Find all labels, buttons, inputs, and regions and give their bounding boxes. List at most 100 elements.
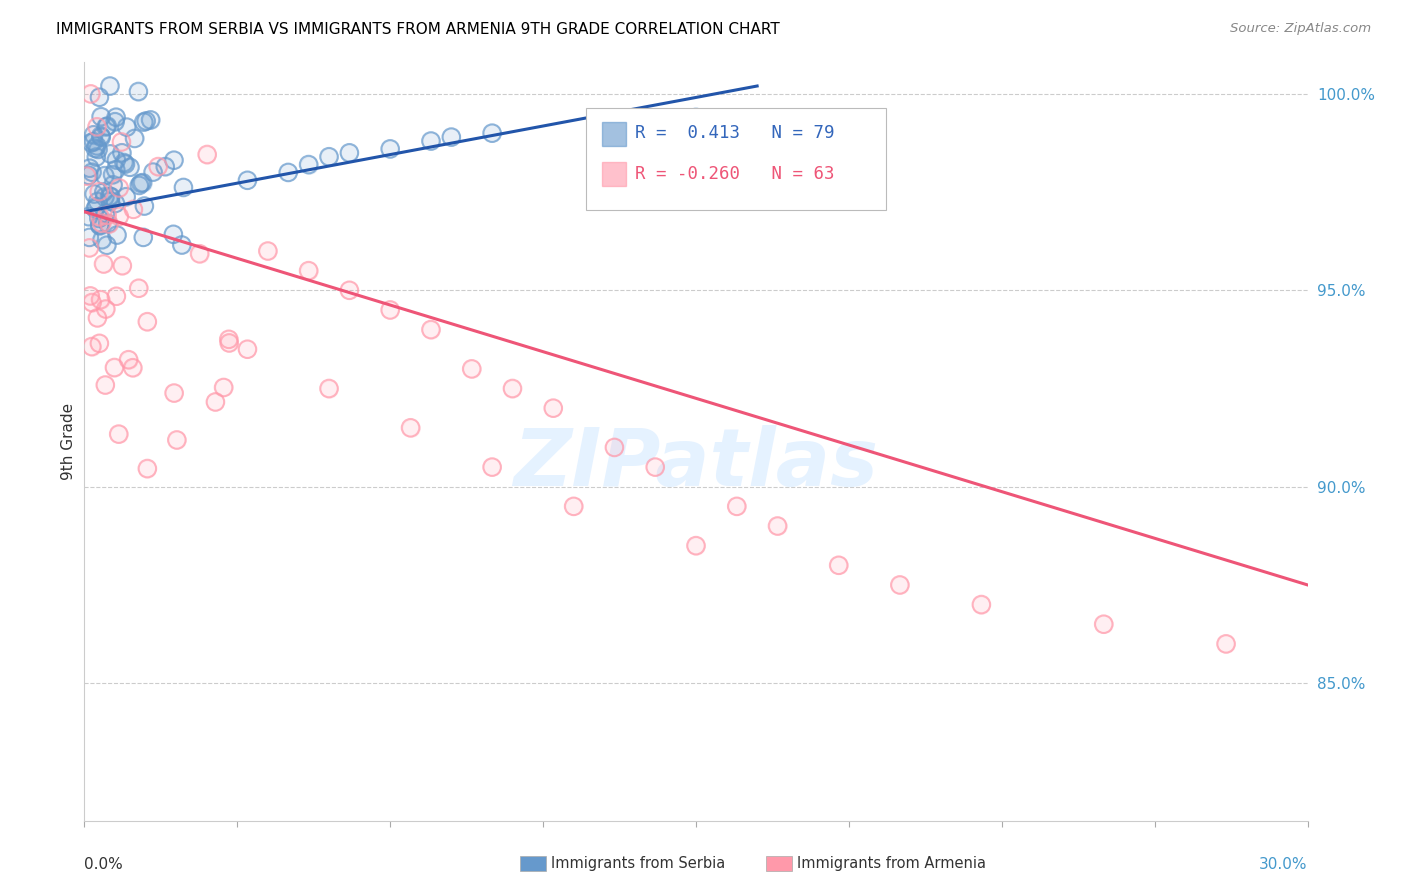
Point — [101, 168, 124, 182]
Point — [136, 461, 159, 475]
Point — [79, 241, 101, 255]
Point — [89, 185, 111, 199]
Point — [132, 115, 155, 129]
Point — [90, 130, 112, 145]
Point — [86, 120, 108, 134]
Point — [84, 141, 107, 155]
Point — [79, 230, 101, 244]
Point — [98, 146, 121, 161]
Point — [298, 263, 321, 277]
Point — [420, 134, 443, 148]
Point — [93, 257, 115, 271]
Point — [107, 427, 129, 442]
Point — [440, 130, 463, 145]
Point — [339, 283, 361, 297]
Point — [399, 421, 422, 435]
Point — [100, 189, 122, 203]
Point — [86, 120, 108, 134]
Point — [110, 135, 132, 149]
Text: 30.0%: 30.0% — [1260, 857, 1308, 872]
Point — [80, 340, 103, 354]
Point — [339, 283, 361, 297]
Point — [644, 118, 666, 132]
Point — [257, 244, 280, 258]
Point — [105, 110, 128, 124]
Point — [118, 161, 141, 175]
Point — [124, 131, 146, 145]
Point — [86, 310, 108, 325]
Point — [79, 241, 101, 255]
Point — [170, 238, 193, 252]
Point — [94, 378, 117, 392]
Point — [94, 120, 117, 134]
Point — [127, 85, 149, 99]
Point — [195, 147, 218, 161]
Point — [114, 157, 136, 171]
Point — [89, 185, 111, 199]
Point — [83, 128, 105, 142]
Point — [128, 281, 150, 295]
Point — [298, 158, 321, 172]
Point — [142, 165, 165, 179]
Point — [98, 217, 121, 231]
Point — [685, 111, 707, 125]
Point — [84, 150, 107, 164]
Point — [277, 165, 299, 179]
Point — [163, 153, 186, 168]
Point — [139, 112, 162, 127]
Point — [339, 145, 361, 160]
Point — [139, 112, 162, 127]
Point — [128, 178, 150, 193]
Point — [218, 332, 240, 346]
Point — [117, 352, 139, 367]
Bar — [602, 121, 626, 145]
Point — [236, 173, 259, 187]
Point — [127, 85, 149, 99]
Point — [94, 301, 117, 316]
Point — [277, 165, 299, 179]
Point — [118, 161, 141, 175]
Point — [481, 126, 503, 140]
Point — [86, 310, 108, 325]
Point — [132, 230, 155, 244]
Point — [603, 441, 626, 455]
Point — [420, 322, 443, 336]
Point — [122, 202, 145, 217]
Point — [122, 202, 145, 217]
Point — [766, 519, 789, 533]
Point — [94, 378, 117, 392]
Point — [298, 158, 321, 172]
Point — [94, 190, 117, 204]
Point — [543, 401, 565, 416]
Point — [105, 289, 128, 303]
Point — [163, 153, 186, 168]
Point — [115, 120, 138, 134]
Point — [84, 141, 107, 155]
Point — [481, 460, 503, 475]
Text: R = -0.260   N = 63: R = -0.260 N = 63 — [636, 165, 834, 183]
Point — [128, 178, 150, 193]
Point — [502, 382, 524, 396]
Point — [108, 210, 131, 224]
Point — [970, 598, 993, 612]
Point — [93, 185, 115, 199]
Point — [725, 500, 748, 514]
Point — [112, 155, 135, 169]
Point — [124, 131, 146, 145]
Point — [86, 200, 108, 214]
Point — [136, 315, 159, 329]
Point — [89, 218, 111, 232]
Point — [128, 281, 150, 295]
Point — [84, 150, 107, 164]
Point — [644, 118, 666, 132]
Point — [135, 114, 157, 128]
Point — [105, 110, 128, 124]
Point — [83, 135, 105, 149]
Point — [87, 211, 110, 226]
Point — [98, 189, 121, 203]
Point — [90, 110, 112, 124]
Point — [89, 218, 111, 232]
Point — [86, 194, 108, 209]
Point — [644, 460, 666, 475]
Point — [80, 87, 103, 101]
